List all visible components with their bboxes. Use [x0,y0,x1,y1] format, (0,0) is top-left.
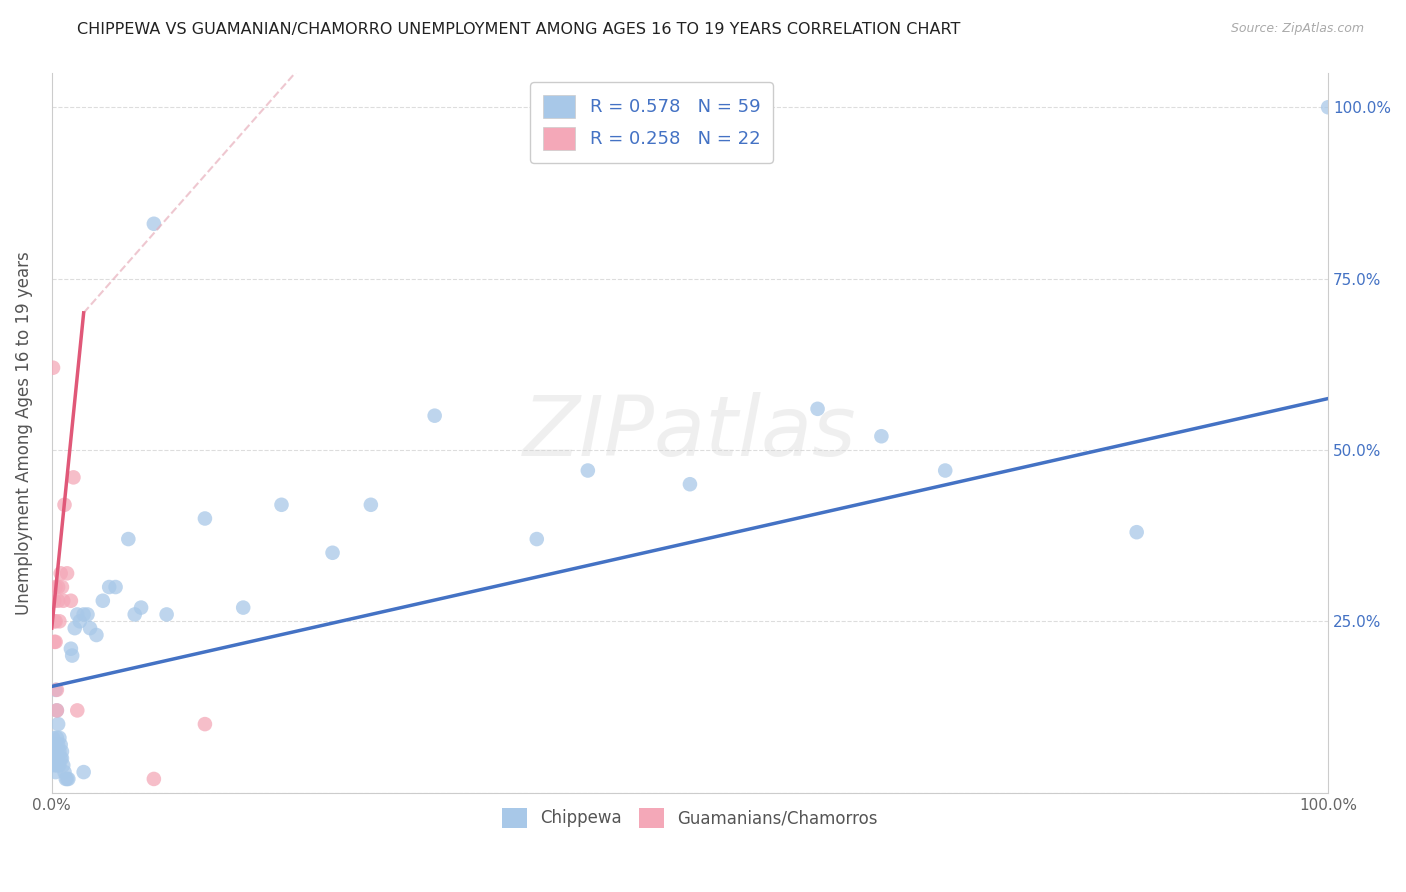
Point [129,600,152,615]
Point [76,607,98,622]
Point [45,703,67,717]
Point [142,772,165,786]
Point [42,360,65,375]
Point [59,593,82,607]
Point [44,635,66,649]
Point [423,409,446,423]
Point [46,593,69,607]
Point [322,546,344,560]
Point [117,532,139,546]
Point [360,498,382,512]
Point [44,615,66,629]
Y-axis label: Unemployment Among Ages 16 to 19 years: Unemployment Among Ages 16 to 19 years [15,251,32,615]
Point [46,751,69,765]
Point [63,621,86,635]
Point [56,772,79,786]
Point [51,745,73,759]
Point [45,615,67,629]
Point [45,731,67,745]
Point [934,463,956,477]
Point [45,745,67,759]
Point [60,648,83,663]
Point [46,717,69,731]
Point [66,607,89,622]
Point [156,607,179,622]
Text: CHIPPEWA VS GUAMANIAN/CHAMORRO UNEMPLOYMENT AMONG AGES 16 TO 19 YEARS CORRELATIO: CHIPPEWA VS GUAMANIAN/CHAMORRO UNEMPLOYM… [77,22,960,37]
Point [46,580,69,594]
Text: Source: ZipAtlas.com: Source: ZipAtlas.com [1230,22,1364,36]
Point [576,463,599,477]
Point [52,593,75,607]
Point [48,758,70,772]
Point [1125,525,1147,540]
Point [45,580,67,594]
Point [270,498,292,512]
Point [142,217,165,231]
Point [806,401,828,416]
Legend: Chippewa, Guamanians/Chamorros: Chippewa, Guamanians/Chamorros [495,801,884,835]
Point [49,751,72,765]
Point [58,772,80,786]
Point [44,745,66,759]
Point [45,738,67,752]
Point [44,758,66,772]
Point [52,758,75,772]
Point [44,593,66,607]
Point [48,615,70,629]
Point [48,731,70,745]
Point [870,429,893,443]
Point [69,615,91,629]
Point [51,751,73,765]
Point [1317,100,1340,114]
Point [46,738,69,752]
Point [79,621,101,635]
Point [194,717,217,731]
Point [73,607,96,622]
Point [73,765,96,780]
Point [124,607,146,622]
Point [46,758,69,772]
Point [55,772,77,786]
Point [66,703,89,717]
Point [42,731,65,745]
Point [45,751,67,765]
Point [49,738,72,752]
Point [53,498,76,512]
Point [104,580,127,594]
Point [45,758,67,772]
Point [49,566,72,581]
Point [51,580,73,594]
Point [91,593,114,607]
Point [98,580,121,594]
Point [45,635,67,649]
Point [86,628,108,642]
Point [53,765,76,780]
Point [45,765,67,780]
Point [45,682,67,697]
Point [45,703,67,717]
Point [526,532,548,546]
Point [59,641,82,656]
Point [48,745,70,759]
Point [45,682,67,697]
Point [62,470,84,484]
Point [232,600,254,615]
Text: ZIPatlas: ZIPatlas [523,392,856,474]
Point [679,477,702,491]
Point [194,511,217,525]
Point [56,566,79,581]
